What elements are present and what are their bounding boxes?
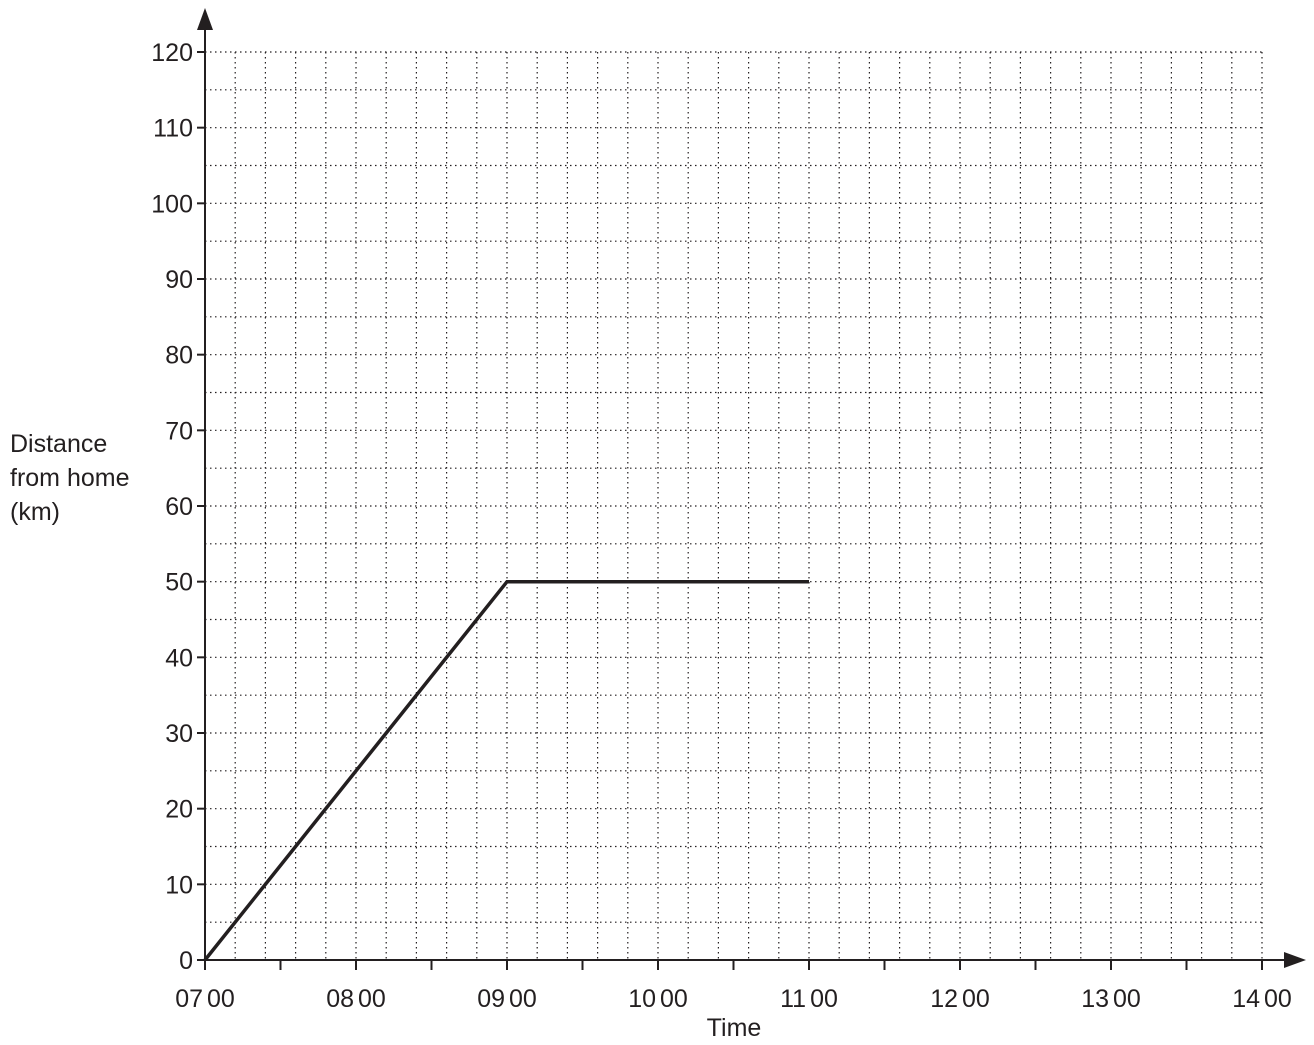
series-line <box>203 579 809 962</box>
y-tick-label: 70 <box>165 417 193 445</box>
axes <box>197 8 1306 968</box>
y-tick-label: 40 <box>165 644 193 672</box>
y-tick-label: 20 <box>165 796 193 824</box>
y-axis-arrow <box>197 8 213 30</box>
y-tick-label: 110 <box>153 115 193 143</box>
y-tick-label: 90 <box>165 266 193 294</box>
x-tick-label: 13 00 <box>1081 985 1141 1013</box>
y-tick-label: 120 <box>151 39 193 67</box>
y-tick-label: 100 <box>151 190 193 218</box>
x-tick-label: 12 00 <box>930 985 990 1013</box>
x-tick-label: 10 00 <box>628 985 688 1013</box>
x-tick-label: 08 00 <box>326 985 386 1013</box>
x-tick-label: 14 00 <box>1232 985 1292 1013</box>
y-tick-label: 50 <box>165 569 193 597</box>
y-axis-title-line-1: Distance <box>10 430 107 458</box>
y-axis-title: Distance from home (km) <box>10 430 136 526</box>
y-tick-label: 60 <box>165 493 193 521</box>
y-tick-label: 30 <box>165 720 193 748</box>
x-tick-label: 09 00 <box>477 985 537 1013</box>
series-layer <box>203 579 809 962</box>
y-tick-label: 80 <box>165 342 193 370</box>
x-tick-label: 07 00 <box>175 985 235 1013</box>
x-axis-title: Time <box>707 1014 762 1042</box>
x-tick-label: 11 00 <box>780 985 838 1013</box>
x-axis-arrow <box>1284 952 1306 968</box>
ticks: 0 10 20 30 40 50 60 70 80 90 100 110 120 07 00 08 00 09 00… <box>151 39 1292 1013</box>
y-axis-title-line-3: (km) <box>10 498 60 526</box>
y-axis-title-line-2: from home <box>10 464 129 492</box>
grid <box>205 51 1263 960</box>
y-tick-label: 10 <box>165 871 193 899</box>
y-tick-label: 0 <box>179 947 193 975</box>
